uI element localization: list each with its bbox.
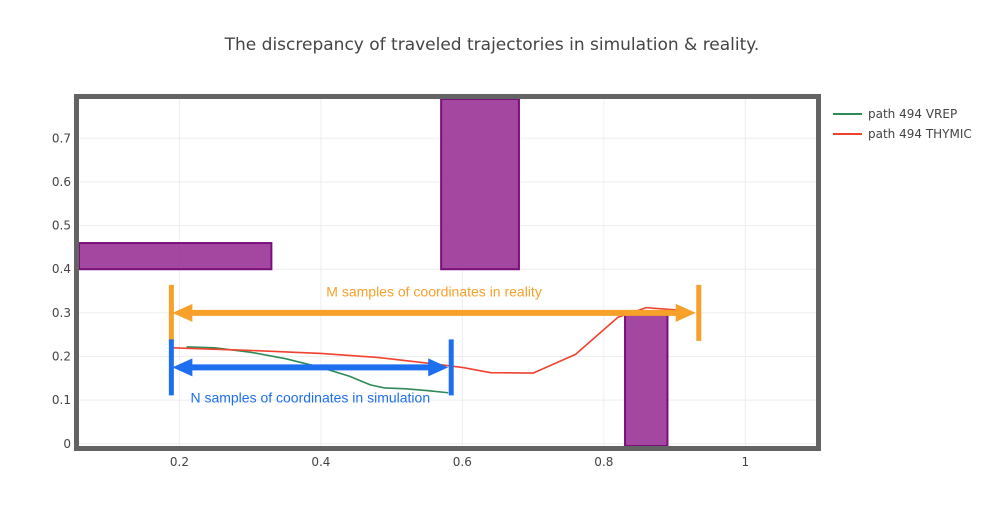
x-tick-label: 0.4 bbox=[311, 455, 330, 469]
y-tick-label: 0.3 bbox=[52, 306, 71, 320]
x-tick-label: 0.6 bbox=[453, 455, 472, 469]
obstacle-rect bbox=[440, 98, 520, 271]
x-tick-label: 1 bbox=[741, 455, 749, 469]
y-tick-label: 0.4 bbox=[52, 262, 71, 276]
legend-label-vrep: path 494 VREP bbox=[868, 107, 957, 121]
y-tick-label: 0.6 bbox=[52, 175, 71, 189]
annotation-arrowhead-left-simulation bbox=[172, 358, 193, 377]
legend-label-thymic: path 494 THYMIC bbox=[868, 127, 972, 141]
obstacle-rect bbox=[624, 311, 669, 447]
y-tick-label: 0.1 bbox=[52, 393, 71, 407]
chart-title: The discrepancy of traveled trajectories… bbox=[224, 35, 760, 55]
annotation-arrowhead-left-reality bbox=[172, 303, 193, 322]
x-axis-ticks: 0.2 0.4 0.6 0.8 1 bbox=[170, 455, 749, 469]
legend: path 494 VREP path 494 THYMIC bbox=[833, 107, 972, 141]
y-tick-label: 0.7 bbox=[52, 131, 71, 145]
annotation-layer: M samples of coordinates in reality N sam… bbox=[168, 283, 702, 405]
x-tick-label: 0.2 bbox=[170, 455, 189, 469]
annotation-arrowhead-right-simulation bbox=[428, 358, 449, 377]
y-tick-label: 0.5 bbox=[52, 219, 71, 233]
plot-frame bbox=[74, 94, 821, 451]
y-tick-label: 0.2 bbox=[52, 350, 71, 364]
series-layer bbox=[172, 306, 689, 394]
annotation-label-reality: M samples of coordinates in reality bbox=[326, 283, 542, 299]
annotation-arrowhead-right-reality bbox=[675, 303, 696, 322]
annotation-label-simulation: N samples of coordinates in simulation bbox=[190, 389, 430, 405]
y-axis-ticks: 0 0.1 0.2 0.3 0.4 0.5 0.6 0.7 bbox=[52, 131, 71, 451]
x-tick-label: 0.8 bbox=[594, 455, 613, 469]
y-tick-label: 0 bbox=[63, 437, 71, 451]
obstacle-layer bbox=[78, 98, 669, 447]
obstacle-rect bbox=[78, 242, 273, 271]
series-line-thymic bbox=[172, 306, 689, 374]
